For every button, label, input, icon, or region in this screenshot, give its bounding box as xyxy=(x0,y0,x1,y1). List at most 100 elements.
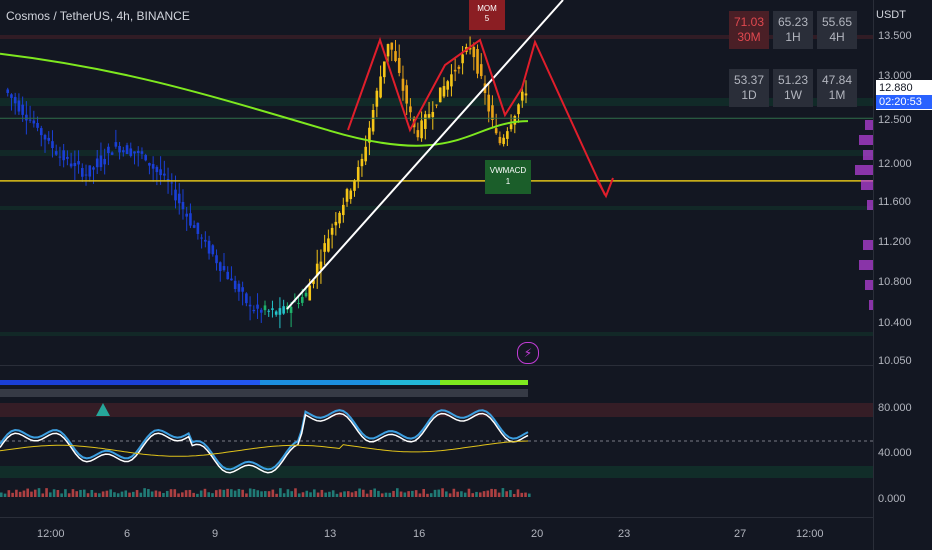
candle-body xyxy=(185,213,189,217)
time-tick: 23 xyxy=(618,528,631,540)
histogram-bar xyxy=(207,492,211,497)
candle-body xyxy=(47,137,51,141)
histogram-bar xyxy=(463,492,467,497)
candle-body xyxy=(327,238,330,252)
candle-body xyxy=(10,94,13,98)
candle-body xyxy=(58,156,62,158)
candle-body xyxy=(509,124,513,130)
candle-body xyxy=(468,47,472,50)
price-tick: 10.050 xyxy=(878,355,912,367)
candle-body xyxy=(304,292,308,297)
histogram-bar xyxy=(346,491,350,497)
candle-body xyxy=(353,180,356,191)
candle-body xyxy=(107,146,110,154)
histogram-bar xyxy=(26,488,29,497)
candle-body xyxy=(524,93,528,96)
candle-body xyxy=(95,158,99,168)
price-tick: 10.400 xyxy=(878,317,912,329)
histogram-bar xyxy=(399,491,403,497)
mom-signal-badge: MOM 5 xyxy=(469,0,505,30)
candle-body xyxy=(520,91,524,101)
histogram-bar xyxy=(437,489,441,497)
candle-body xyxy=(6,89,10,93)
histogram-bar xyxy=(516,489,520,497)
candle-body xyxy=(170,182,174,184)
histogram-bar xyxy=(7,490,11,497)
histogram-bar xyxy=(320,489,324,497)
lightning-icon[interactable]: ⚡ xyxy=(517,342,539,364)
histogram-bar xyxy=(248,488,252,497)
histogram-bar xyxy=(237,488,241,497)
histogram-bar xyxy=(384,492,388,497)
current-price: 12.880 xyxy=(879,82,913,94)
volume-profile-bar xyxy=(863,240,873,250)
time-tick: 13 xyxy=(324,528,337,540)
histogram-bar xyxy=(165,490,169,497)
tf-cell-1h: 65.23 1H xyxy=(773,11,813,49)
osc-tick: 80.000 xyxy=(878,402,912,414)
price-tick: 11.600 xyxy=(878,196,911,208)
histogram-bar xyxy=(128,492,131,497)
time-tick: 9 xyxy=(212,528,219,540)
histogram-bar xyxy=(297,493,301,497)
histogram-bar xyxy=(331,490,335,497)
volume-profile-bar xyxy=(855,165,873,175)
histogram-bar xyxy=(18,491,22,497)
candle-body xyxy=(457,66,461,69)
candle-body xyxy=(386,44,390,57)
candle-body xyxy=(442,86,446,97)
histogram-bar xyxy=(3,493,7,497)
histogram-bar xyxy=(64,489,67,497)
candle-body xyxy=(394,51,397,62)
candle-body xyxy=(174,189,177,201)
tf-label: 30M xyxy=(737,30,761,44)
time-tick: 12:00 xyxy=(796,528,824,540)
candle-body xyxy=(245,293,248,304)
candle-body xyxy=(77,161,80,165)
histogram-bar xyxy=(98,493,101,497)
trend-strip-segment xyxy=(380,380,440,385)
histogram-bar xyxy=(267,491,271,497)
candle-body xyxy=(99,155,103,168)
histogram-bar xyxy=(452,488,456,497)
histogram-bar xyxy=(71,489,75,497)
histogram-bar xyxy=(501,488,505,497)
candle-body xyxy=(140,151,144,154)
badge-text: MOM xyxy=(477,4,497,13)
histogram-bar xyxy=(33,489,37,497)
histogram-bar xyxy=(388,492,392,497)
currency-unit[interactable]: USDT xyxy=(876,9,906,21)
histogram-bar xyxy=(482,491,486,497)
candle-body xyxy=(233,280,237,289)
histogram-bar xyxy=(433,489,437,497)
oscillator-line-signal xyxy=(0,440,529,457)
histogram-bar xyxy=(109,489,112,497)
histogram-bar xyxy=(150,491,154,497)
histogram-bar xyxy=(324,492,327,497)
tf-label: 1W xyxy=(784,88,802,102)
histogram-bar xyxy=(132,491,135,497)
candle-body xyxy=(28,119,32,121)
badge-text: 5 xyxy=(484,14,490,23)
symbol-title[interactable]: Cosmos / TetherUS, 4h, BINANCE xyxy=(6,9,190,23)
projection-arrow xyxy=(347,36,606,196)
histogram-bar xyxy=(448,493,452,497)
tf-value: 51.23 xyxy=(777,73,809,87)
histogram-bar xyxy=(294,488,297,497)
candle-body xyxy=(17,100,21,112)
candle-body xyxy=(491,105,494,120)
candle-body xyxy=(62,150,65,161)
candle-body xyxy=(36,123,39,128)
histogram-bar xyxy=(407,491,410,497)
time-tick: 6 xyxy=(124,528,131,540)
candle-body xyxy=(315,263,319,277)
histogram-bar xyxy=(264,491,267,497)
histogram-bar xyxy=(377,490,380,497)
candle-body xyxy=(189,213,192,226)
histogram-bar xyxy=(79,489,82,497)
candle-body xyxy=(506,131,509,139)
histogram-bar xyxy=(154,490,158,497)
candle-body xyxy=(110,152,114,155)
